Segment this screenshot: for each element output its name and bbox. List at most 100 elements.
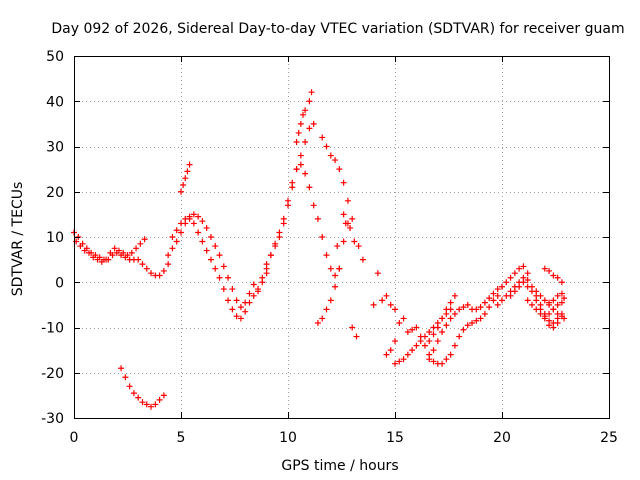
data-point (349, 324, 356, 331)
data-point (220, 263, 227, 270)
data-point (126, 383, 133, 390)
x-tick-label: 0 (70, 430, 79, 446)
data-point (141, 236, 148, 243)
data-point (511, 270, 518, 277)
data-point (135, 394, 142, 401)
data-point (306, 125, 313, 132)
data-point (90, 254, 97, 261)
data-point (409, 347, 416, 354)
data-point (550, 272, 557, 279)
data-point (195, 213, 202, 220)
data-point (426, 329, 433, 336)
series-arc-8 (263, 161, 343, 279)
data-point (447, 351, 454, 358)
data-point (233, 313, 240, 320)
data-point (293, 138, 300, 145)
series-arc-5 (169, 215, 270, 322)
data-point (246, 299, 253, 306)
data-point (421, 342, 428, 349)
data-point (184, 168, 191, 175)
data-point (323, 306, 330, 313)
data-point (250, 292, 257, 299)
data-point (190, 211, 197, 218)
data-point (520, 279, 527, 286)
data-point (310, 120, 317, 127)
data-point (486, 295, 493, 302)
data-point (520, 263, 527, 270)
data-point (494, 286, 501, 293)
data-point (143, 265, 150, 272)
data-point (340, 211, 347, 218)
data-point (494, 301, 501, 308)
data-point (379, 297, 386, 304)
data-point (289, 179, 296, 186)
data-point (516, 265, 523, 272)
data-point (156, 396, 163, 403)
data-point (347, 224, 354, 231)
series-arc-4 (165, 211, 257, 311)
y-tick-label: 50 (46, 49, 64, 65)
data-point (122, 374, 129, 381)
data-point (148, 403, 155, 410)
data-point (152, 401, 159, 408)
data-point (550, 324, 557, 331)
data-point (447, 299, 454, 306)
data-point (561, 295, 568, 302)
data-point (246, 290, 253, 297)
data-point (285, 197, 291, 204)
data-point (85, 249, 92, 256)
data-point (139, 261, 146, 268)
data-point (143, 401, 150, 408)
data-point (207, 234, 214, 240)
data-point (199, 218, 206, 225)
data-point (135, 256, 142, 263)
x-tick-label: 25 (600, 430, 618, 446)
data-point (120, 249, 127, 256)
data-point (148, 270, 155, 277)
data-point (469, 319, 476, 326)
data-point (430, 347, 437, 354)
data-point (297, 161, 304, 168)
data-point (507, 274, 514, 281)
data-point (558, 290, 565, 297)
data-point (332, 157, 339, 164)
series-arc-13 (392, 306, 454, 367)
data-point (314, 319, 321, 326)
data-point (554, 310, 561, 317)
series-arc-11 (319, 134, 356, 222)
data-point (400, 356, 407, 363)
data-point (460, 304, 467, 311)
data-point (558, 299, 565, 306)
series-arc-1 (71, 229, 172, 279)
data-point (225, 274, 232, 281)
data-point (524, 270, 531, 277)
data-point (182, 175, 189, 182)
data-marks (71, 89, 568, 410)
y-axis-title: SDTVAR / TECUs (10, 182, 26, 297)
data-point (267, 252, 274, 259)
x-axis-title: GPS time / hours (281, 458, 398, 474)
data-point (169, 234, 176, 240)
data-point (334, 243, 341, 250)
data-point (477, 315, 484, 322)
data-point (130, 390, 137, 397)
data-point (190, 220, 197, 227)
data-point (295, 129, 302, 136)
data-point (434, 338, 441, 345)
data-point (396, 319, 403, 326)
data-point (451, 310, 458, 317)
data-point (81, 247, 88, 254)
data-point (533, 297, 540, 304)
data-point (392, 306, 398, 313)
data-point (494, 292, 501, 299)
data-point (332, 272, 339, 279)
data-point (308, 89, 315, 96)
data-point (124, 252, 131, 259)
data-point (554, 319, 561, 326)
series-arc-20 (524, 295, 568, 320)
data-point (297, 152, 304, 159)
y-tick-label: -20 (41, 366, 64, 382)
data-point (413, 324, 420, 331)
y-tick-label: -30 (41, 411, 64, 427)
